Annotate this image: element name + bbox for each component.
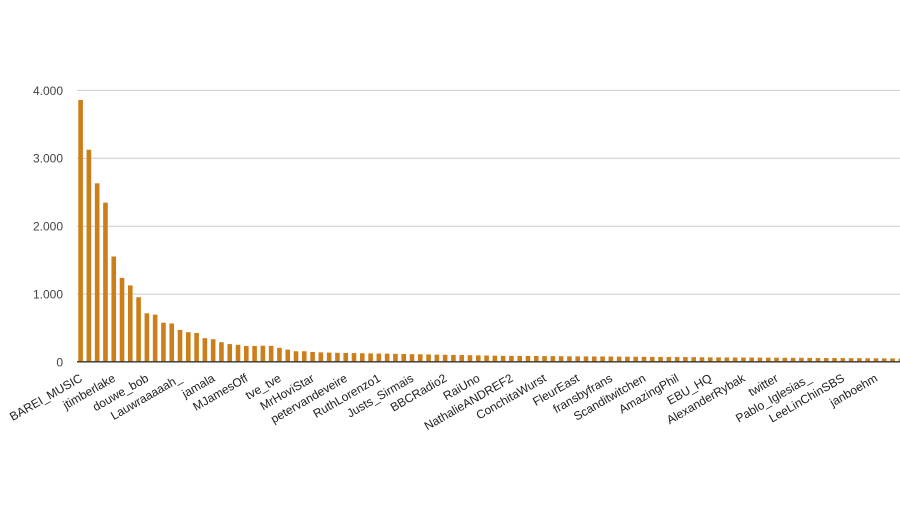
svg-text:3.000: 3.000 [33, 152, 63, 166]
svg-text:2.000: 2.000 [33, 220, 63, 234]
svg-text:4.000: 4.000 [33, 84, 63, 98]
svg-text:1.000: 1.000 [33, 288, 63, 302]
svg-text:0: 0 [56, 355, 63, 369]
